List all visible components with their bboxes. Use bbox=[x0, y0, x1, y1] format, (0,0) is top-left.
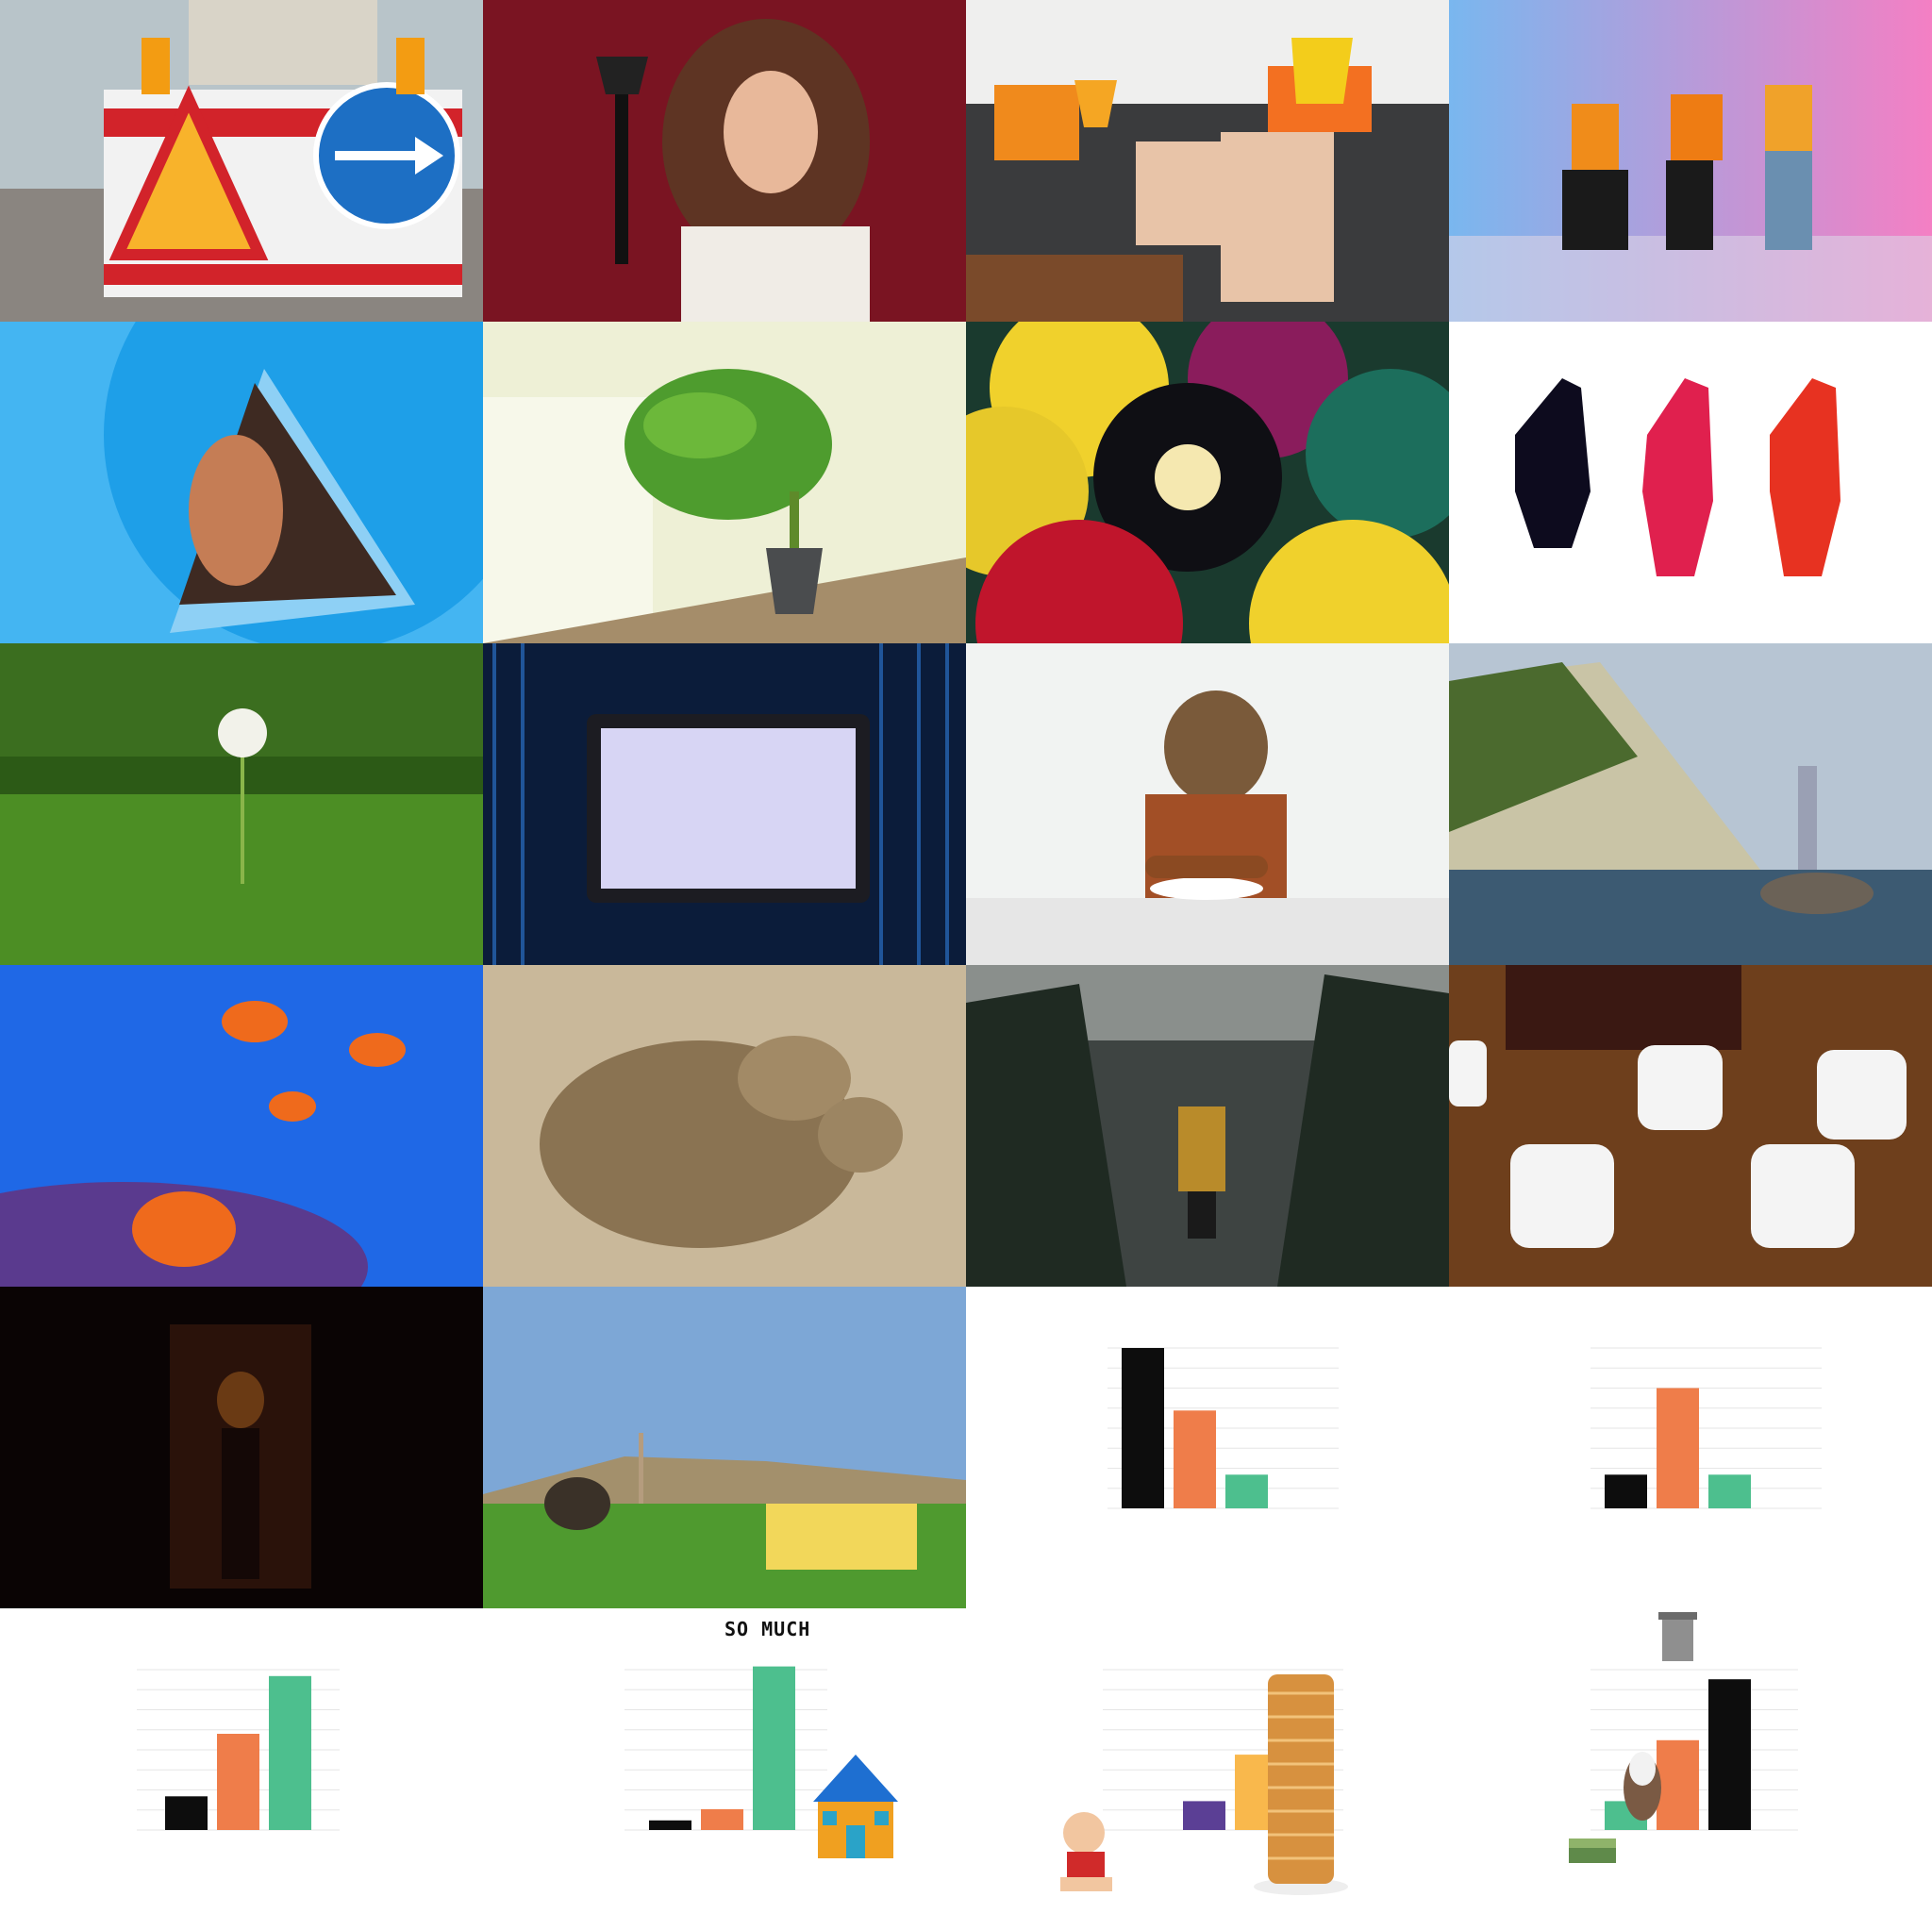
bar bbox=[165, 1796, 208, 1830]
bar-chart-2 bbox=[1449, 1287, 1932, 1608]
bar-chart-5 bbox=[966, 1608, 1449, 1930]
bar bbox=[269, 1675, 311, 1830]
toy-house-icon bbox=[813, 1755, 898, 1858]
so-much-annotation: SO MUCH bbox=[724, 1618, 811, 1640]
bar-chart-2-svg bbox=[1591, 1347, 1822, 1509]
goat-icon bbox=[1624, 1752, 1661, 1821]
dark-hallway-creature-photo bbox=[0, 1287, 483, 1608]
dripping-paint-hands-photo bbox=[1449, 322, 1932, 643]
crying-baby-icon bbox=[1060, 1812, 1112, 1891]
bar bbox=[1183, 1801, 1225, 1830]
bar bbox=[649, 1820, 691, 1830]
bar-chart-5-svg bbox=[1103, 1669, 1343, 1831]
bar bbox=[753, 1666, 795, 1830]
bar-chart-4: SO MUCH bbox=[483, 1608, 966, 1930]
dandelion-in-clover-photo bbox=[0, 643, 483, 965]
clownfish-reef-photo bbox=[0, 965, 483, 1287]
money-stack-icon bbox=[1569, 1838, 1616, 1863]
handstand-on-rock-photo bbox=[1449, 643, 1932, 965]
bar-chart-4-svg bbox=[625, 1666, 827, 1831]
hooded-figure-forest-photo bbox=[966, 965, 1449, 1287]
bar bbox=[1605, 1474, 1647, 1508]
bar bbox=[701, 1808, 743, 1830]
fighting-meerkats-photo bbox=[483, 965, 966, 1287]
banana-plant-window-photo bbox=[483, 322, 966, 643]
pancake-stack-icon bbox=[1254, 1674, 1348, 1895]
bar-chart-1-svg bbox=[1108, 1347, 1339, 1509]
ostrich-and-yellow-sofa-photo bbox=[483, 1287, 966, 1608]
bar bbox=[1708, 1474, 1751, 1508]
trash-can-icon bbox=[1658, 1612, 1697, 1661]
dice-on-table-photo bbox=[1449, 965, 1932, 1287]
bar bbox=[1657, 1739, 1699, 1830]
buckets-on-heads-sofa-photo bbox=[966, 0, 1449, 322]
bar bbox=[1225, 1474, 1268, 1508]
woman-with-axe-photo bbox=[483, 0, 966, 322]
bar-chart-6 bbox=[1449, 1608, 1932, 1930]
bar bbox=[217, 1734, 259, 1830]
bar bbox=[1657, 1388, 1699, 1508]
bar bbox=[1708, 1679, 1751, 1830]
ear-in-triangle-photo bbox=[0, 322, 483, 643]
roadworks-barrier-photo bbox=[0, 0, 483, 322]
bar-chart-3 bbox=[0, 1608, 483, 1930]
bar bbox=[1122, 1348, 1164, 1508]
billiard-balls-photo bbox=[966, 322, 1449, 643]
bar-chart-3-svg bbox=[137, 1669, 340, 1831]
three-dancers-photo bbox=[1449, 0, 1932, 322]
dinosaur-mask-eating-photo bbox=[966, 643, 1449, 965]
tablet-binary-code-photo bbox=[483, 643, 966, 965]
bar-chart-1 bbox=[966, 1287, 1449, 1608]
bar bbox=[1174, 1410, 1216, 1508]
